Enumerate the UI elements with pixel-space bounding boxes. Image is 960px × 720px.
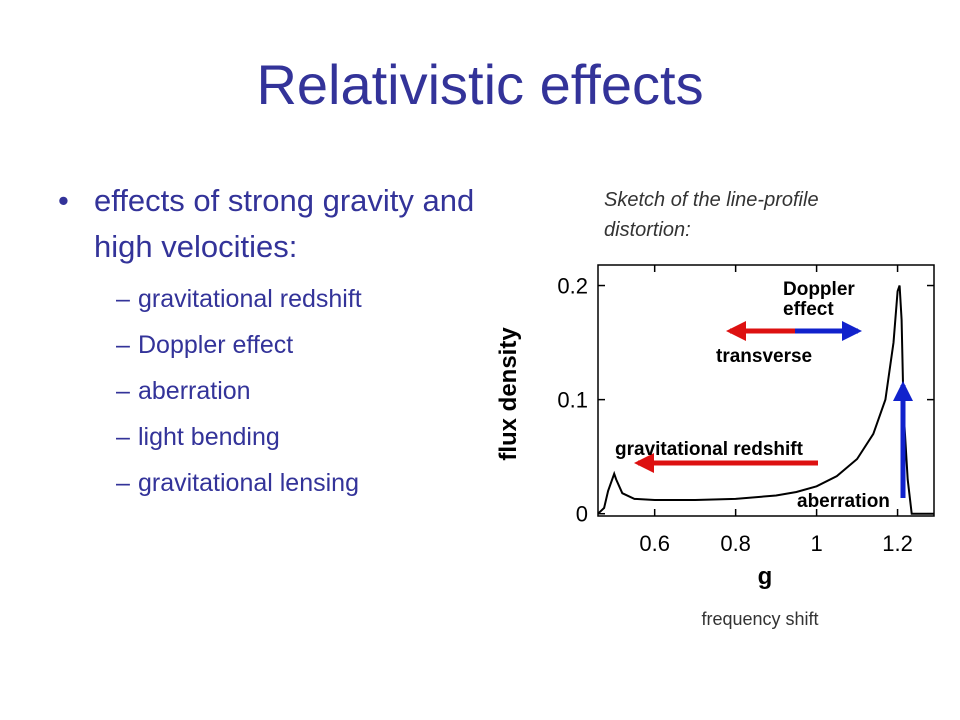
sub-bullet-text: Doppler effect [138, 331, 294, 359]
y-tick-label: 0.2 [557, 274, 588, 299]
y-tick-label: 0 [576, 502, 588, 527]
sub-bullet-text: gravitational redshift [138, 285, 362, 313]
plot-frame [597, 264, 935, 517]
sub-bullet: – aberration [116, 376, 498, 422]
sub-bullet-text: gravitational lensing [138, 469, 359, 497]
aberration-label: aberration [797, 491, 890, 512]
main-bullet: • effects of strong gravity and high vel… [58, 178, 498, 270]
line-profile-series [597, 285, 934, 515]
y-axis-ticks: 0 0.1 0.2 [557, 274, 934, 527]
x-tick-label: 1 [810, 531, 822, 556]
dash-marker: – [116, 469, 130, 497]
frequency-shift-caption: frequency shift [701, 609, 819, 629]
grav-redshift-label: gravitational redshift [615, 439, 804, 460]
dash-marker: – [116, 285, 130, 313]
x-tick-label: 0.8 [720, 531, 751, 556]
sub-bullet-text: aberration [138, 377, 251, 405]
dash-marker: – [116, 423, 130, 451]
sub-bullet: – gravitational lensing [116, 468, 498, 514]
dash-marker: – [116, 331, 130, 359]
y-tick-label: 0.1 [557, 388, 588, 413]
x-tick-label: 1.2 [882, 531, 913, 556]
main-bullet-text: effects of strong gravity and high veloc… [94, 183, 475, 264]
y-axis-label: flux density [495, 327, 522, 461]
sub-bullet: – Doppler effect [116, 330, 498, 376]
dash-marker: – [116, 377, 130, 405]
transverse-label: transverse [716, 346, 812, 367]
slide-title: Relativistic effects [256, 53, 704, 116]
x-axis-ticks: 0.6 0.8 1 1.2 [639, 265, 913, 556]
x-tick-label: 0.6 [639, 531, 670, 556]
sketch-caption: Sketch of the line-profile distortion: [604, 189, 819, 241]
bullet-marker: • [58, 183, 69, 218]
sub-bullet: – light bending [116, 422, 498, 468]
sub-bullet: – gravitational redshift [116, 284, 498, 330]
bullet-list: • effects of strong gravity and high vel… [58, 178, 498, 514]
sub-bullet-list: – gravitational redshift – Doppler effec… [58, 284, 498, 514]
doppler-label: Doppler effect [783, 279, 860, 320]
sub-bullet-text: light bending [138, 423, 280, 451]
x-axis-label: g [758, 563, 773, 590]
